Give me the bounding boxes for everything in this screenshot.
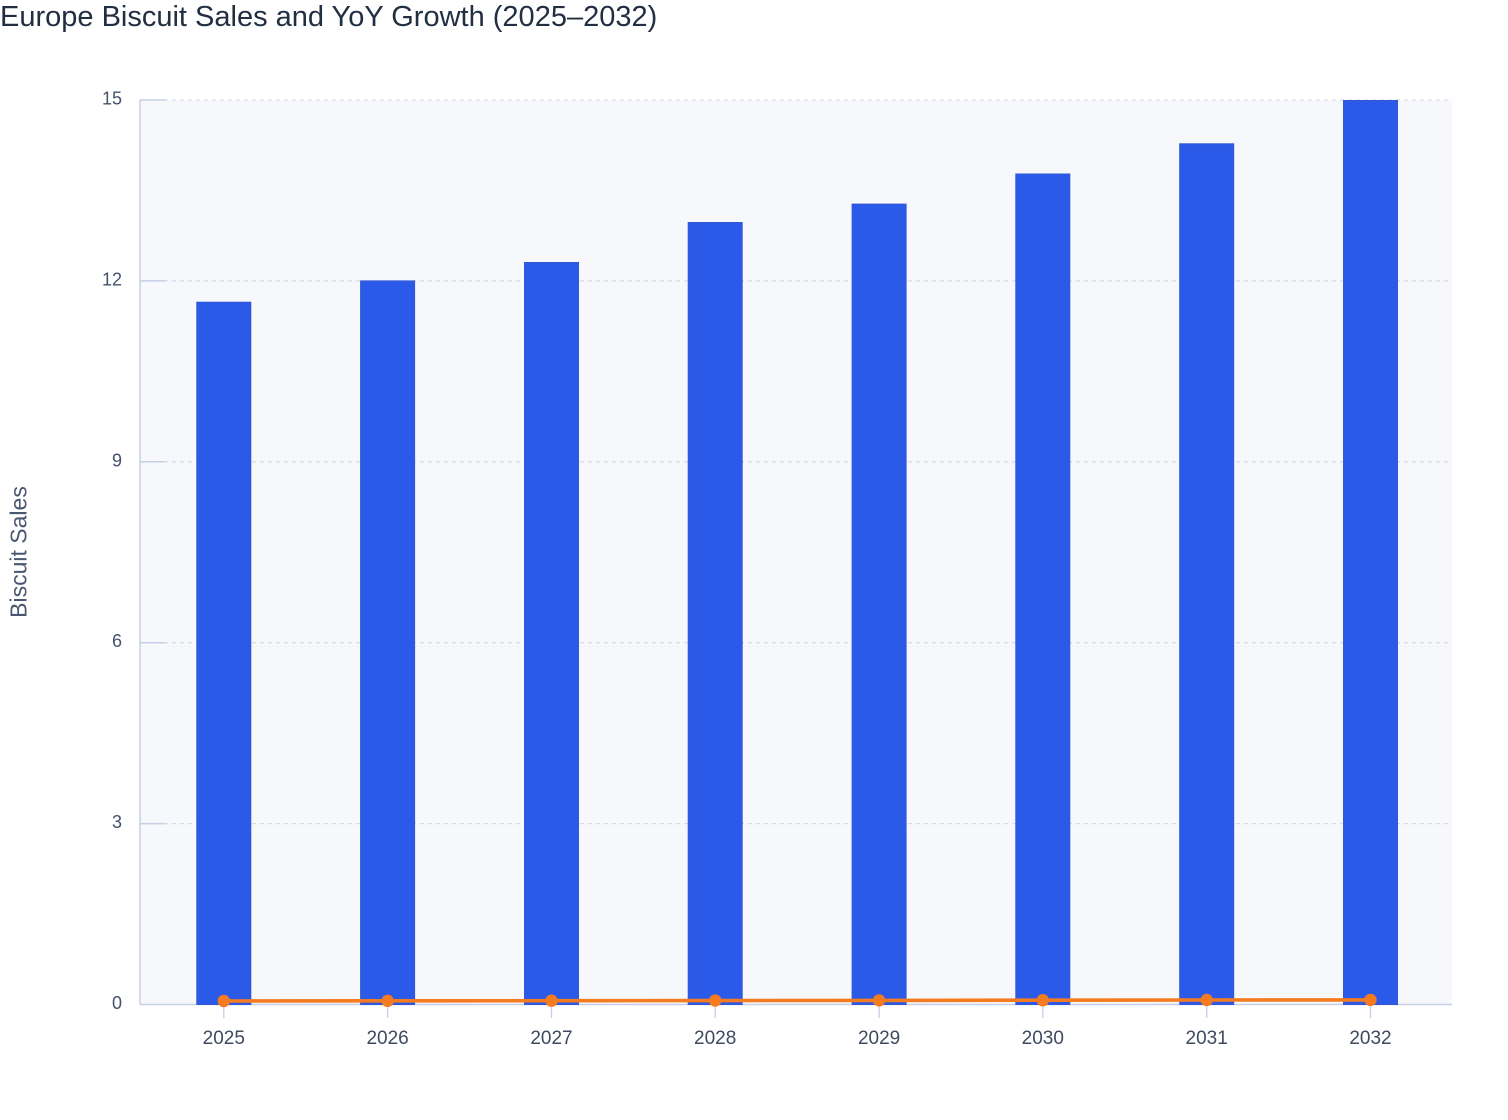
svg-text:6: 6: [112, 631, 122, 651]
svg-text:15: 15: [102, 89, 122, 109]
svg-text:2026: 2026: [366, 1028, 408, 1049]
svg-text:12: 12: [102, 269, 122, 289]
svg-text:3: 3: [112, 812, 122, 832]
svg-text:2030: 2030: [1022, 1028, 1064, 1049]
svg-text:0: 0: [112, 993, 122, 1013]
svg-text:2032: 2032: [1349, 1028, 1391, 1049]
svg-text:2031: 2031: [1186, 1028, 1228, 1049]
svg-text:2025: 2025: [203, 1028, 245, 1049]
svg-text:2028: 2028: [694, 1028, 736, 1049]
svg-text:9: 9: [112, 450, 122, 470]
svg-text:2027: 2027: [530, 1028, 572, 1049]
svg-text:2029: 2029: [858, 1028, 900, 1049]
